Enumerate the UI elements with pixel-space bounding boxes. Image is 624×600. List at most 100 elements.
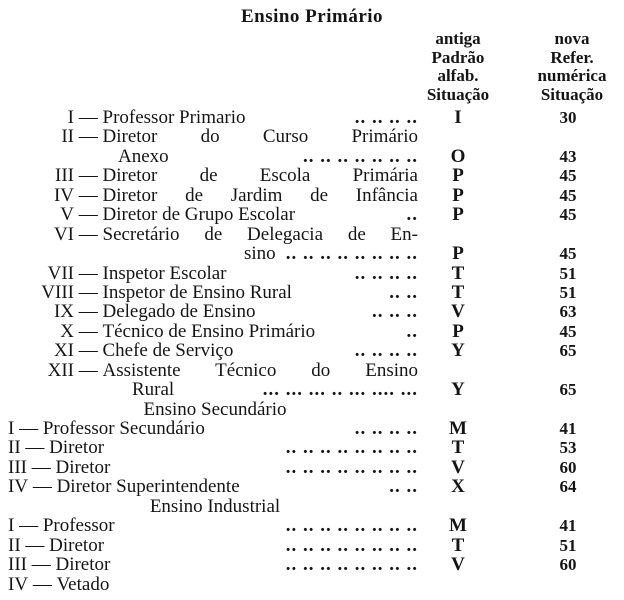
em-dash: — xyxy=(74,126,103,148)
position-label: Diretor xyxy=(55,554,111,576)
old-standard-code: T xyxy=(451,534,465,556)
position-label: Diretor de Jardim de Infância xyxy=(102,184,419,206)
leader-dots: .. .. xyxy=(389,477,418,497)
table-row: II — Diretor .. .. .. .. .. .. .. .. T 51 xyxy=(0,534,624,556)
new-reference-value: 60 xyxy=(559,457,577,477)
table-row: Rural ... ... ... .. ... .... ... Y 65 xyxy=(0,380,624,400)
position-label: Diretor de Grupo Escolar xyxy=(102,204,296,226)
position-name: I — Professor Primario .. .. .. .. xyxy=(8,107,418,128)
table-row: sino .. .. .. .. .. .. .. .. P 45 xyxy=(0,243,624,265)
header-line: alfab. xyxy=(437,66,479,85)
leader-dots: .. .. .. .. .. .. .. xyxy=(303,146,418,167)
position-name: XII — Assistente Técnico do Ensino xyxy=(8,359,418,381)
leader-dots: .. .. .. .. xyxy=(354,341,418,361)
em-dash: — xyxy=(74,184,103,206)
leader-dots: .. .. .. .. xyxy=(354,419,418,439)
roman-numeral: II xyxy=(8,534,21,556)
position-name: III — Diretor .. .. .. .. .. .. .. .. xyxy=(8,456,418,478)
old-standard-code: V xyxy=(451,554,465,576)
roman-numeral: XI xyxy=(53,340,74,362)
table-row: XII — Assistente Técnico do Ensino xyxy=(0,359,624,381)
table-row: I — Professor Primario .. .. .. .. I 30 xyxy=(0,107,624,128)
position-name: Anexo .. .. .. .. .. .. .. xyxy=(8,145,418,167)
position-name: sino .. .. .. .. .. .. .. .. xyxy=(8,244,418,264)
roman-numeral: VI xyxy=(53,223,74,245)
old-standard-code: M xyxy=(449,418,467,439)
old-standard-code: P xyxy=(452,243,464,265)
roman-numeral: II xyxy=(61,126,74,148)
position-name: IV — Vetado xyxy=(8,573,418,595)
em-dash: — xyxy=(74,340,103,362)
new-reference-value: 41 xyxy=(559,419,577,438)
roman-numeral: I xyxy=(67,107,74,128)
roman-numeral: III xyxy=(8,456,27,478)
table-row: VII — Inspetor Escolar .. .. .. .. T 51 xyxy=(0,262,624,284)
table-row: VI — Secretário de Delegacia de En- xyxy=(0,223,624,245)
position-name: VI — Secretário de Delegacia de En- xyxy=(8,223,418,245)
leader-dots: .. .. .. .. .. .. .. .. xyxy=(285,438,418,458)
em-dash: — xyxy=(20,437,50,459)
position-name: I — Professor Secundário .. .. .. .. xyxy=(8,418,418,439)
new-reference-value: 43 xyxy=(559,146,577,166)
column-header-new-reference: nova Refer. numérica Situação xyxy=(522,29,622,104)
table-row: X — Técnico de Ensino Primário.. P 45 xyxy=(0,321,624,342)
position-label: Chefe de Serviço xyxy=(102,340,234,362)
em-dash: — xyxy=(74,359,103,381)
position-name: III — Diretor de Escola Primária xyxy=(8,165,419,187)
old-standard-code: T xyxy=(451,262,465,284)
header-line: antiga xyxy=(435,29,481,48)
roman-numeral: IX xyxy=(53,301,74,323)
position-name: XI — Chefe de Serviço .. .. .. .. xyxy=(8,340,418,362)
em-dash: — xyxy=(26,554,56,576)
position-name: VII — Inspetor Escolar .. .. .. .. xyxy=(8,262,418,284)
new-reference-value: 45 xyxy=(559,185,577,205)
position-name: V — Diretor de Grupo Escolar.. xyxy=(8,204,418,226)
leader-dots: .. .. .. .. .. .. .. .. xyxy=(285,244,418,264)
leader-dots: .. xyxy=(406,321,418,342)
header-line: Situação xyxy=(540,84,604,104)
table-row: Anexo .. .. .. .. .. .. .. O 43 xyxy=(0,145,624,167)
table-row: IV — Diretor Superintendente .. .. X 64 xyxy=(0,477,624,497)
em-dash: — xyxy=(20,534,50,556)
old-standard-code: P xyxy=(452,204,464,226)
position-name: I — Professor .. .. .. .. .. .. .. .. xyxy=(8,515,418,537)
leader-dots: .. .. .. xyxy=(372,302,418,322)
old-standard-code: T xyxy=(451,437,465,459)
position-name: X — Técnico de Ensino Primário.. xyxy=(8,321,418,342)
table-row: V — Diretor de Grupo Escolar.. P 45 xyxy=(0,204,624,226)
table-row: I — Professor Secundário .. .. .. .. M 41 xyxy=(0,418,624,439)
new-reference-value: 60 xyxy=(559,555,577,575)
em-dash: — xyxy=(74,262,103,284)
roman-numeral: VIII xyxy=(41,281,74,303)
position-name: IV — Diretor de Jardim de Infância xyxy=(8,184,419,206)
position-label: Diretor do Curso Primário xyxy=(102,126,419,148)
position-name: II — Diretor do Curso Primário xyxy=(8,126,419,148)
new-reference-value: 63 xyxy=(559,302,577,322)
new-reference-value: 51 xyxy=(559,263,577,283)
old-standard-code: V xyxy=(451,456,465,478)
header-line: nova xyxy=(554,29,590,48)
old-standard-code: Y xyxy=(451,340,465,362)
roman-numeral: I xyxy=(8,515,15,537)
old-standard-code: P xyxy=(452,184,464,206)
position-name: IX — Delegado de Ensino .. .. .. xyxy=(8,301,418,323)
section-heading: Ensino Secundário xyxy=(143,398,287,420)
leader-dots: .. xyxy=(406,205,418,225)
em-dash: — xyxy=(28,573,57,595)
table-row: I — Professor .. .. .. .. .. .. .. .. M 41 xyxy=(0,515,624,537)
leader-dots: .. .. .. .. .. .. .. .. xyxy=(285,457,418,478)
position-name: III — Diretor .. .. .. .. .. .. .. .. xyxy=(8,554,418,576)
position-label: Professor xyxy=(42,515,115,537)
indent-spacer xyxy=(8,380,132,399)
new-reference-value: 65 xyxy=(559,341,577,361)
position-label: Diretor de Escola Primária xyxy=(102,165,419,187)
roman-numeral: IV xyxy=(53,184,74,206)
position-name: IV — Diretor Superintendente .. .. xyxy=(8,477,418,497)
leader-dots: .. .. xyxy=(389,282,418,303)
em-dash: — xyxy=(14,418,43,439)
position-label: Anexo xyxy=(118,145,169,167)
header-line: Refer. xyxy=(550,47,594,67)
position-label: Inspetor Escolar xyxy=(102,262,227,284)
new-reference-value: 45 xyxy=(559,166,577,186)
table-row: IX — Delegado de Ensino .. .. .. V 63 xyxy=(0,301,624,323)
